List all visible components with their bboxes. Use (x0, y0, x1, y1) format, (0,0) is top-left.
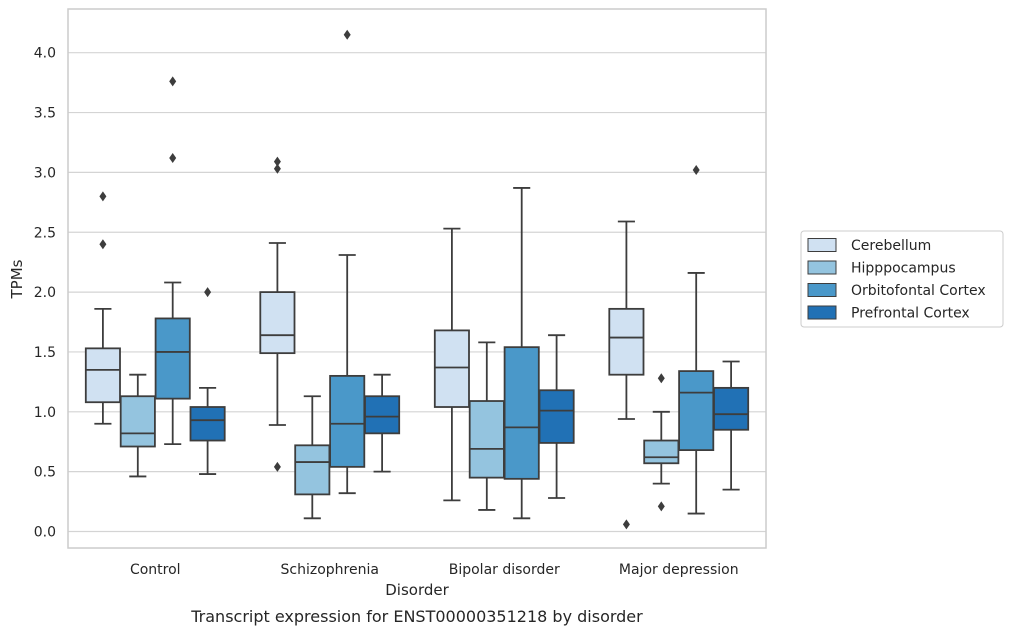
outlier-point (622, 519, 630, 530)
outlier-point (273, 156, 281, 167)
box-group (294, 395, 331, 520)
x-tick-label: Major depression (619, 562, 739, 578)
y-tick-label: 4.0 (34, 46, 56, 62)
box-group (538, 334, 575, 499)
y-tick-label: 1.5 (34, 345, 56, 361)
box-iqr (119, 395, 156, 448)
box-iqr (189, 406, 226, 442)
outlier-point (657, 373, 665, 384)
box-iqr (503, 346, 540, 480)
box-iqr (259, 291, 296, 355)
outlier-point (273, 461, 281, 472)
y-axis-label: TPMs (8, 259, 26, 299)
box-iqr (364, 395, 401, 435)
y-tick-label: 0.5 (34, 465, 56, 481)
y-tick-label: 2.0 (34, 285, 56, 301)
outlier-point (343, 29, 351, 40)
box-iqr (468, 400, 505, 479)
box-group (713, 360, 750, 491)
box-plot-marks (84, 29, 750, 530)
x-tick-label: Bipolar disorder (449, 562, 560, 578)
box-group (608, 220, 645, 530)
x-tick-label: Schizophrenia (281, 562, 379, 578)
chart-caption: Transcript expression for ENST0000035121… (190, 607, 643, 626)
box-iqr (608, 307, 645, 376)
y-axis-ticks: 0.0 0.5 1.0 1.5 2.0 2.5 3.0 3.5 4.0 (34, 46, 56, 541)
box-group (643, 373, 680, 512)
outlier-point (99, 191, 107, 202)
outlier-point (657, 501, 665, 512)
outlier-point (169, 76, 177, 87)
box-group (119, 373, 156, 478)
box-iqr (678, 370, 715, 452)
y-tick-label: 3.0 (34, 165, 56, 181)
box-group (189, 287, 226, 475)
plot-frame (67, 8, 767, 549)
legend-swatch (807, 238, 837, 252)
legend-entry: Cerebellum (851, 238, 931, 254)
y-tick-label: 0.0 (34, 525, 56, 541)
legend-entry: Hipppocampus (851, 261, 956, 277)
box-iqr (154, 317, 191, 400)
x-axis-label: Disorder (385, 581, 449, 599)
legend-swatch (807, 260, 837, 275)
box-group (364, 373, 401, 473)
box-group (678, 165, 715, 515)
y-tick-label: 2.5 (34, 225, 56, 241)
outlier-point (204, 287, 212, 298)
legend-swatch (807, 305, 837, 320)
box-iqr (294, 444, 331, 496)
box-iqr (329, 374, 366, 468)
legend: Cerebellum Hipppocampus Orbitofontal Corte… (800, 230, 1004, 328)
box-iqr (84, 347, 121, 404)
x-axis-ticks: Control Schizophrenia Bipolar disorder Majo… (130, 562, 739, 578)
box-iqr (643, 439, 680, 465)
box-group (329, 29, 366, 495)
outlier-point (169, 153, 177, 164)
box-group (433, 227, 470, 502)
outlier-point (692, 165, 700, 176)
box-group (468, 341, 505, 511)
box-iqr (433, 329, 470, 408)
box-group (503, 187, 540, 520)
y-tick-label: 1.0 (34, 405, 56, 421)
box-group (84, 191, 121, 425)
legend-entry: Orbitofontal Cortex (851, 283, 986, 299)
legend-frame (800, 230, 1004, 328)
box-iqr (538, 389, 575, 444)
box-group (259, 156, 296, 472)
outlier-point (99, 239, 107, 250)
box-iqr (713, 386, 750, 431)
y-tick-label: 3.5 (34, 106, 56, 122)
outlier-point (273, 163, 281, 174)
legend-entry: Prefrontal Cortex (851, 306, 970, 322)
box-group (154, 76, 191, 446)
legend-swatch (807, 283, 837, 297)
x-tick-label: Control (130, 562, 181, 578)
